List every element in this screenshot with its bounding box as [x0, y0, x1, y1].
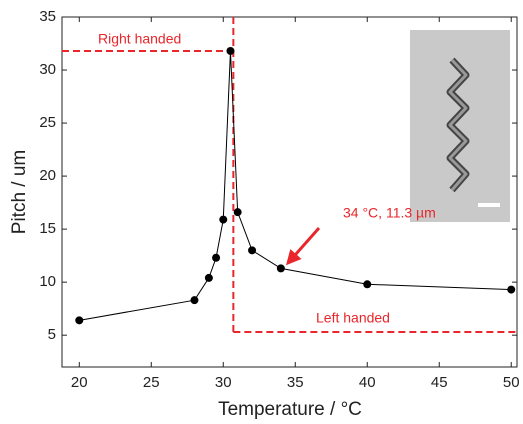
- y-tick-label: 15: [39, 220, 56, 237]
- annotation: 34 °C, 11.3 µm: [343, 205, 436, 221]
- y-tick-label: 30: [39, 61, 56, 78]
- marker: [233, 208, 242, 217]
- marker: [212, 253, 221, 262]
- x-tick-label: 20: [71, 374, 88, 391]
- y-tick-label: 10: [39, 273, 56, 290]
- x-tick-label: 25: [143, 374, 160, 391]
- y-tick-label: 35: [39, 8, 56, 25]
- y-tick-label: 25: [39, 114, 56, 131]
- x-tick-label: 45: [431, 374, 448, 391]
- x-axis-label: Temperature / °C: [218, 399, 362, 420]
- marker: [363, 280, 372, 289]
- y-tick-label: 20: [39, 167, 56, 184]
- marker: [204, 273, 213, 282]
- inset-image: [410, 30, 510, 222]
- marker: [75, 316, 84, 325]
- annotation: Left handed: [316, 310, 390, 326]
- marker: [248, 246, 257, 255]
- x-tick-label: 35: [287, 374, 304, 391]
- marker: [226, 46, 235, 55]
- y-axis-label: Pitch / um: [9, 150, 30, 234]
- y-tick-label: 5: [48, 326, 56, 343]
- arrow: [286, 227, 321, 266]
- marker: [507, 285, 516, 294]
- marker: [190, 296, 199, 305]
- x-tick-label: 50: [503, 374, 520, 391]
- annotation: Right handed: [98, 31, 181, 47]
- marker: [276, 264, 285, 273]
- x-tick-label: 40: [359, 374, 376, 391]
- plot-frame: [61, 16, 518, 368]
- x-tick-label: 30: [215, 374, 232, 391]
- marker: [219, 215, 228, 224]
